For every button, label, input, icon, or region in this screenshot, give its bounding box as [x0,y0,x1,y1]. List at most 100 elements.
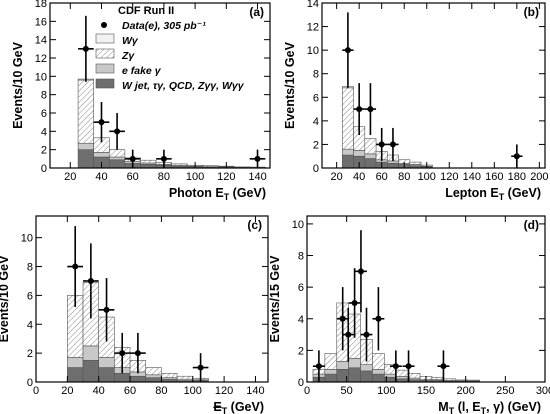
legend-label: Wγ [122,35,139,47]
legend-title: CDF Run II [118,5,174,17]
data-point [134,350,141,357]
histogram-bar-other [364,158,377,169]
y-tick-label: 10 [307,45,319,57]
y-tick-label: 2 [313,139,319,151]
x-tick-label: 60 [127,171,139,183]
y-tick-label: 8 [298,251,304,263]
y-tick-label: 16 [35,16,47,28]
chart-panel: 0 20 40 60 80 100 120 140 0 2 4 6 8 10 (c) Events/10 Ge… [0,215,269,414]
data-point [160,155,167,162]
histogram-bar-efake [93,152,110,158]
x-tick-label: 120 [215,385,233,397]
x-tick-label: 140 [248,171,266,183]
histogram-bar-zgamma [407,373,421,379]
y-tick-label: 12 [307,22,319,34]
histogram-bar-zgamma [324,353,338,370]
y-tick-label: 8 [313,69,319,81]
histogram-bar-zgamma [409,161,422,165]
x-tick-label: 0 [304,385,310,397]
y-tick-label: 18 [35,0,47,10]
legend-label: e fake γ [122,65,162,77]
data-point [392,363,399,370]
x-tick-label: 100 [184,385,202,397]
y-tick-label: 4 [298,314,304,326]
histogram-bar-other [67,367,84,383]
histogram-bar-other [77,149,94,169]
histogram-bar-zgamma [140,159,157,164]
histogram-bar-zgamma [171,163,188,166]
histogram-bar-other [387,162,399,169]
x-tick-label: 80 [155,385,167,397]
legend-entry-data: Data(e), 305 pb⁻¹ [101,20,206,32]
y-tick-label: 6 [41,108,47,120]
data-point [389,141,396,148]
plot-frame [49,2,271,169]
x-tick-label: 20 [61,385,73,397]
histogram-bar-efake [336,361,349,370]
data-point [339,315,346,322]
y-tick-label: 6 [27,290,33,302]
histogram-bar-other [114,373,131,383]
histogram-bar-zgamma [161,373,178,378]
data-point [197,364,204,371]
x-tick-label: 20 [64,171,76,183]
x-tick-label: 80 [158,171,170,183]
legend-entry-other: W jet, τγ, QCD, Zγγ, Wγγ [95,78,245,92]
histogram-bar-other [348,367,361,383]
legend-swatch-other [95,78,115,89]
y-axis-title: Events/15 GeV [268,255,282,343]
histogram-bar-other [98,367,115,383]
y-tick-label: 4 [41,126,47,138]
histogram-bar-efake [82,345,100,361]
data-point [72,263,79,270]
y-tick-label: 4 [27,319,33,331]
histogram-bar-other [82,360,100,383]
histogram-bar-efake [67,357,84,368]
histogram-bar-zgamma [467,379,480,382]
data-point [440,363,447,370]
histogram-bar-zgamma [341,87,354,150]
data-point [344,47,351,54]
data-point [363,331,370,338]
x-tick-label: 80 [398,171,410,183]
histogram-bar-other [372,373,385,383]
legend-entry-wgamma: Wγ [95,33,139,47]
y-tick-label: 6 [313,92,319,104]
histogram-bar-zgamma [202,165,219,167]
x-axis-title: Photon ET (GeV) [169,186,266,202]
data-point [315,363,322,370]
histogram-bar-zgamma [364,138,377,155]
histogram-bar-zgamma [176,375,194,380]
x-tick-label: 160 [485,171,503,183]
histogram-bar-zgamma [431,376,445,380]
y-tick-label: 8 [41,90,47,102]
histogram-bar-efake [360,364,373,372]
data-point [98,119,105,126]
y-tick-label: 14 [307,0,319,10]
legend-swatch-wgamma [95,33,115,44]
x-tick-label: 200 [530,171,548,183]
plot-frame [35,215,269,383]
data-point [513,153,520,160]
x-axis-title: MT (l, ET, γ) (GeV) [438,400,541,414]
y-tick-label: 0 [41,163,47,175]
y-tick-label: 6 [298,282,304,294]
data-point [356,106,363,113]
chart-legend: CDF Run II Data(e), 305 pb⁻¹ Wγ Zγ e fake γ W… [95,5,245,92]
data-point [119,350,126,357]
histogram-bar-zgamma [77,79,94,144]
y-tick-label: 8 [27,262,33,274]
x-axis-title: ET (GeV) [213,400,264,414]
y-tick-label: 12 [35,53,47,65]
histogram-bar-zgamma [108,149,126,158]
panel-label: (a) [249,5,264,19]
histogram-bar-efake [372,369,385,375]
data-point [367,106,374,113]
histogram-bar-other [145,377,162,383]
x-tick-label: 120 [440,171,458,183]
legend-label: W jet, τγ, QCD, Zγγ, Wγγ [122,80,245,92]
data-point [357,268,364,275]
chart-panel: 20 40 60 80 100 120 140 160 180 200 0 2 4 6 8 10 12 14 (b)… [283,0,549,202]
histogram-bar-other [108,159,126,169]
